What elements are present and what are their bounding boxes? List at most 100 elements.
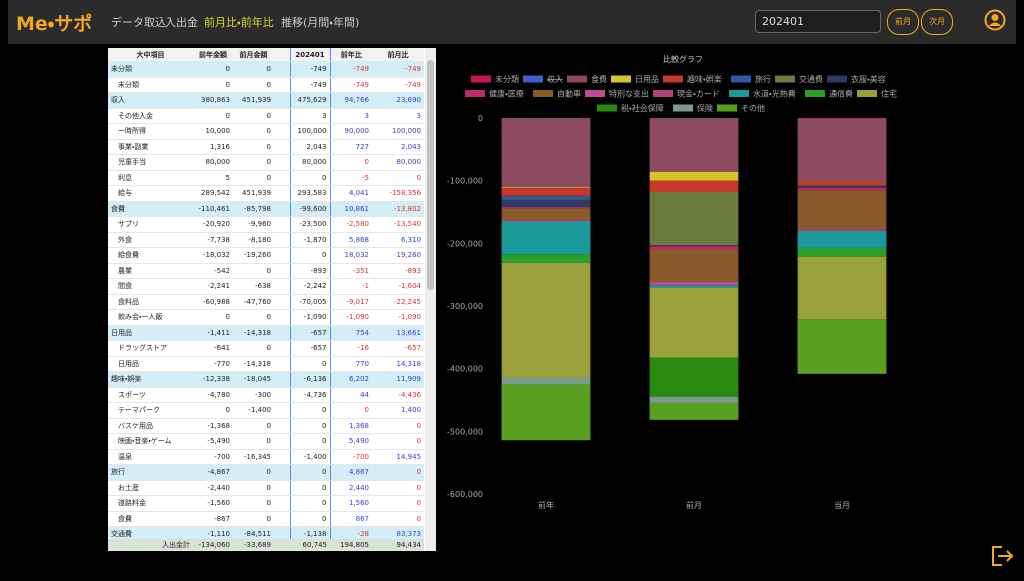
- bar-segment: [649, 171, 739, 181]
- cell: 0: [233, 61, 274, 78]
- item-row: 未分類 0 0 -749 -749 -749: [108, 77, 424, 93]
- cell: 23,690: [372, 92, 424, 109]
- cell: 18,032: [330, 247, 372, 264]
- logout-icon[interactable]: [990, 544, 1016, 568]
- scrollbar[interactable]: [425, 48, 436, 551]
- row-label: ドラッグストア: [108, 340, 193, 357]
- legend-label: 未分類: [495, 74, 519, 84]
- cell: 293,583: [289, 185, 331, 202]
- cell: 6,310: [372, 232, 424, 248]
- spacer: [274, 387, 290, 403]
- row-label: テーマパーク: [108, 402, 193, 419]
- cell: 475,629: [289, 92, 331, 109]
- bar-segment: [649, 285, 739, 288]
- group-row: 食費 -110,461 -85,798 -99,600 10,861 -13,802: [108, 201, 424, 217]
- item-row: 給与 289,542 451,939 293,583 4,041 -158,356: [108, 185, 424, 202]
- cell: 0: [233, 309, 274, 326]
- legend-label: 衣服・美容: [851, 74, 886, 84]
- nav-item[interactable]: 推移(月間・年間): [281, 16, 360, 29]
- spacer: [274, 263, 290, 279]
- cell: -18,045: [233, 371, 274, 388]
- cell: 451,939: [233, 92, 274, 109]
- column-header: 202401: [289, 48, 331, 62]
- item-row: 食費 -867 0 0 867 0: [108, 511, 424, 527]
- prev-button[interactable]: 前月: [887, 9, 919, 35]
- cell: -1,138: [289, 526, 331, 543]
- cell: -16,345: [233, 449, 274, 465]
- group-row: 日用品 -1,411 -14,318 -657 754 13,661: [108, 325, 424, 341]
- cell: 0: [289, 418, 331, 434]
- cell: 10,861: [330, 201, 372, 217]
- cell: 14,945: [372, 449, 424, 465]
- cell: 0: [233, 464, 274, 481]
- chart-title: 比較グラフ: [663, 54, 703, 64]
- cell: 4,041: [330, 185, 372, 202]
- spacer: [274, 48, 290, 62]
- bar-segment: [501, 188, 591, 196]
- legend-swatch: [673, 104, 693, 112]
- total-cell: 194,805: [330, 539, 372, 551]
- cell: -4,436: [372, 387, 424, 403]
- cell: -1: [330, 278, 372, 295]
- cell: 3: [330, 108, 372, 124]
- legend-label: 交通費: [799, 74, 823, 84]
- row-label: バスケ用品: [108, 418, 193, 434]
- logo[interactable]: Me・サポ: [16, 13, 93, 35]
- spacer: [274, 356, 290, 372]
- row-label: 飲み会・一人飯: [108, 309, 193, 326]
- cell: -1,604: [372, 278, 424, 295]
- legend-label: 保険: [697, 103, 713, 113]
- spacer: [274, 449, 290, 465]
- cell: 0: [233, 340, 274, 357]
- cell: -657: [289, 340, 331, 357]
- cell: 0: [233, 108, 274, 124]
- cell: -1,400: [233, 402, 274, 419]
- cell: 0: [372, 170, 424, 186]
- cell: -5: [330, 170, 372, 186]
- row-label: 間食: [108, 278, 193, 295]
- group-row: 旅行 -4,867 0 0 4,867 0: [108, 464, 424, 481]
- spacer: [274, 325, 290, 341]
- bar-segment: [501, 254, 591, 263]
- legend-swatch: [585, 90, 605, 97]
- cell: 83,373: [372, 526, 424, 543]
- column-header: 大中項目: [108, 48, 193, 62]
- cell: 0: [233, 511, 274, 527]
- cell: -351: [330, 263, 372, 279]
- cell: 0: [372, 495, 424, 512]
- spacer: [274, 216, 290, 233]
- row-label: お土産: [108, 480, 193, 496]
- row-label: 食費: [108, 201, 193, 217]
- total-cell: -33,689: [233, 539, 274, 551]
- user-icon[interactable]: [984, 9, 1006, 31]
- cell: 13,661: [372, 325, 424, 341]
- cell: -1,560: [193, 495, 233, 512]
- month-input[interactable]: 202401: [755, 10, 881, 33]
- bar-segment: [501, 207, 591, 209]
- cell: -1,870: [289, 232, 331, 248]
- legend-swatch: [857, 90, 877, 97]
- item-row: 利息 5 0 0 -5 0: [108, 170, 424, 186]
- spacer: [274, 495, 290, 512]
- next-button[interactable]: 次月: [921, 9, 953, 35]
- nav-item[interactable]: データ取込: [111, 16, 166, 29]
- cell: -47,760: [233, 294, 274, 310]
- cell: -542: [193, 263, 233, 279]
- bar-segment: [797, 187, 887, 191]
- total-cell: 94,434: [372, 539, 424, 551]
- cell: 0: [233, 170, 274, 186]
- row-label: 食費: [108, 511, 193, 527]
- cell: -4,736: [289, 387, 331, 403]
- bar-segment: [501, 377, 591, 385]
- nav-item[interactable]: 前月比・前年比: [204, 16, 274, 29]
- nav-item[interactable]: 入出金: [165, 16, 198, 29]
- item-row: 道路料金 -1,560 0 0 1,560 0: [108, 495, 424, 512]
- legend-swatch: [827, 75, 847, 83]
- bar-segment: [649, 249, 739, 282]
- cell: 5: [193, 170, 233, 186]
- bar-segment: [797, 185, 887, 188]
- cell: 0: [193, 309, 233, 326]
- table-footer: 入出金計 -134,060 -33,689 60,745 194,805 94,434: [108, 539, 424, 551]
- cell: -749: [372, 61, 424, 78]
- spacer: [274, 464, 290, 481]
